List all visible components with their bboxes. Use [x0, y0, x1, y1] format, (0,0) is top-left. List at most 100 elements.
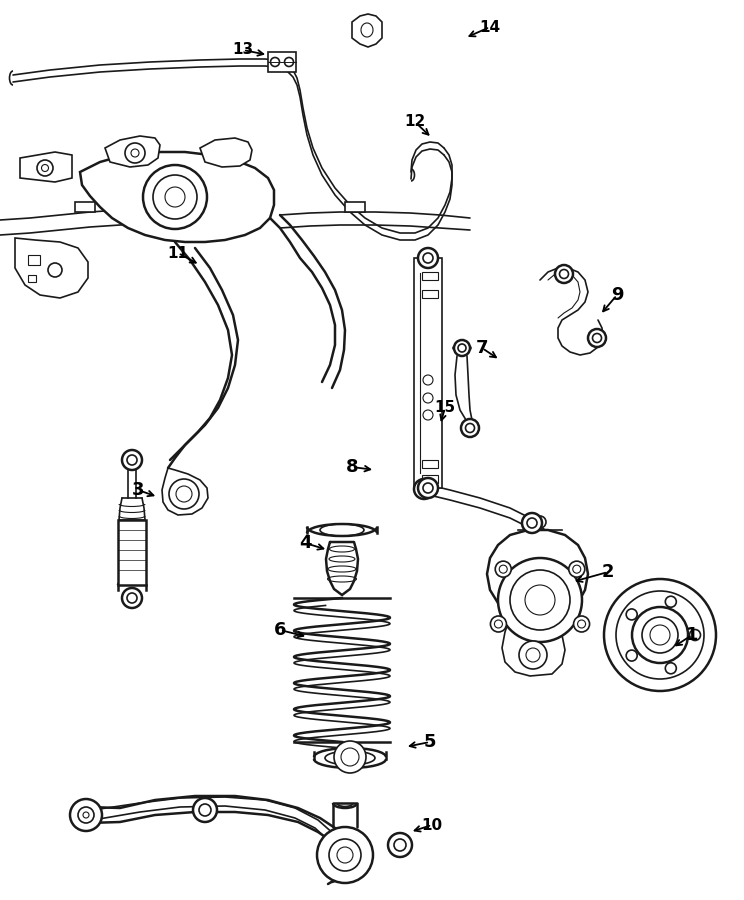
Circle shape — [329, 839, 361, 871]
Circle shape — [495, 620, 502, 628]
Circle shape — [418, 248, 438, 268]
Bar — [28, 255, 40, 265]
Circle shape — [143, 165, 207, 229]
Circle shape — [42, 165, 48, 172]
Circle shape — [122, 588, 142, 608]
Circle shape — [334, 741, 366, 773]
Circle shape — [490, 616, 507, 632]
Bar — [268, 52, 296, 72]
Text: 1: 1 — [686, 626, 699, 644]
Circle shape — [394, 839, 406, 851]
Circle shape — [317, 827, 373, 883]
Circle shape — [418, 478, 438, 498]
Circle shape — [574, 616, 589, 632]
Circle shape — [423, 253, 433, 263]
Polygon shape — [200, 138, 252, 167]
Circle shape — [534, 516, 546, 528]
Circle shape — [423, 483, 433, 493]
Polygon shape — [352, 14, 382, 47]
Circle shape — [83, 812, 89, 818]
Circle shape — [271, 58, 280, 67]
Circle shape — [577, 620, 586, 628]
Text: 14: 14 — [479, 20, 501, 34]
Circle shape — [37, 160, 53, 176]
Circle shape — [153, 175, 197, 219]
Text: 3: 3 — [132, 481, 144, 499]
Circle shape — [284, 58, 293, 67]
Bar — [75, 202, 95, 212]
Circle shape — [626, 650, 637, 662]
Bar — [422, 460, 438, 468]
Circle shape — [165, 187, 185, 207]
Circle shape — [423, 393, 433, 403]
Circle shape — [454, 340, 470, 356]
Circle shape — [592, 334, 601, 343]
Circle shape — [341, 748, 359, 766]
Circle shape — [414, 479, 434, 499]
Circle shape — [690, 629, 701, 641]
Circle shape — [573, 565, 581, 573]
Text: 6: 6 — [274, 621, 286, 639]
Circle shape — [498, 558, 582, 642]
Text: 11: 11 — [167, 246, 188, 260]
Circle shape — [423, 410, 433, 420]
Circle shape — [526, 648, 540, 662]
Circle shape — [626, 609, 637, 620]
Bar — [422, 290, 438, 298]
Polygon shape — [162, 468, 208, 515]
Circle shape — [522, 513, 542, 533]
Text: 7: 7 — [475, 339, 488, 357]
Circle shape — [423, 375, 433, 385]
Text: 12: 12 — [405, 114, 426, 130]
Text: 10: 10 — [421, 817, 443, 833]
Circle shape — [650, 625, 670, 645]
Bar — [422, 475, 438, 483]
Circle shape — [527, 518, 537, 528]
Circle shape — [176, 486, 192, 502]
Text: 4: 4 — [299, 534, 311, 552]
Polygon shape — [20, 152, 72, 182]
Text: 2: 2 — [602, 563, 615, 581]
Circle shape — [510, 570, 570, 630]
Circle shape — [193, 798, 217, 822]
Circle shape — [642, 617, 678, 653]
Circle shape — [665, 662, 676, 674]
Polygon shape — [105, 136, 160, 167]
Circle shape — [169, 479, 199, 509]
Circle shape — [519, 641, 547, 669]
Text: 15: 15 — [434, 400, 455, 416]
Circle shape — [458, 344, 466, 352]
Circle shape — [559, 269, 568, 278]
Bar — [345, 202, 365, 212]
Circle shape — [604, 579, 716, 691]
Polygon shape — [80, 152, 274, 242]
Circle shape — [122, 450, 142, 470]
Circle shape — [555, 265, 573, 283]
Circle shape — [48, 263, 62, 277]
Circle shape — [665, 596, 676, 608]
Bar — [28, 275, 36, 282]
Bar — [422, 272, 438, 280]
Circle shape — [419, 484, 429, 494]
Circle shape — [461, 419, 479, 437]
Circle shape — [632, 607, 688, 663]
Circle shape — [499, 565, 507, 573]
Polygon shape — [487, 530, 588, 617]
Circle shape — [466, 424, 475, 433]
Circle shape — [588, 329, 606, 347]
Text: 5: 5 — [424, 733, 436, 751]
Polygon shape — [15, 238, 88, 298]
Circle shape — [616, 591, 704, 679]
Circle shape — [127, 593, 137, 603]
Circle shape — [199, 804, 211, 816]
Circle shape — [525, 585, 555, 615]
Bar — [414, 258, 442, 488]
Circle shape — [78, 807, 94, 823]
Circle shape — [125, 143, 145, 163]
Bar — [118, 520, 146, 585]
Circle shape — [496, 561, 511, 577]
Circle shape — [337, 847, 353, 863]
Circle shape — [388, 833, 412, 857]
Circle shape — [568, 561, 585, 577]
Text: 8: 8 — [346, 458, 359, 476]
